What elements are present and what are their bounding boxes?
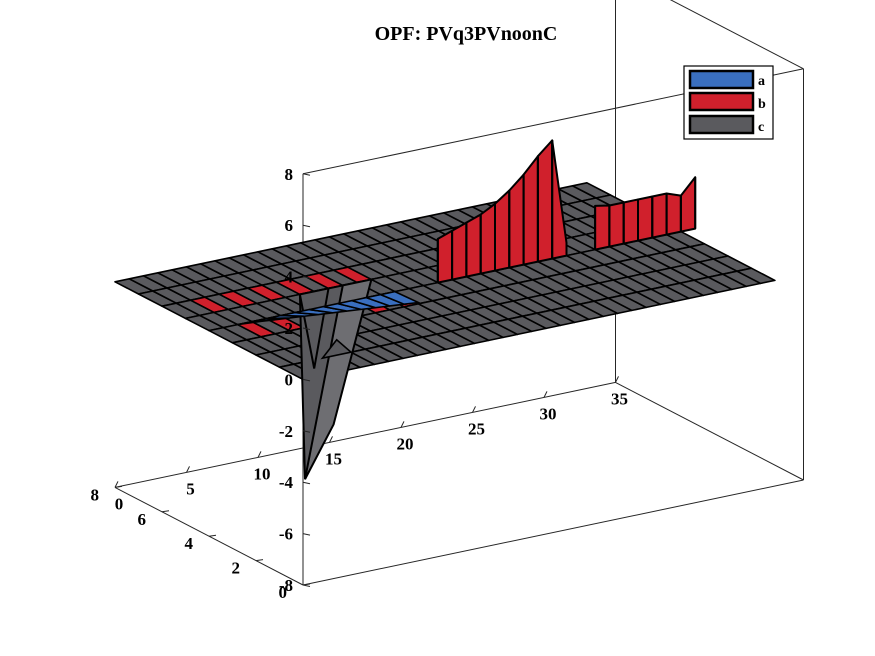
sheet-b1-panel (436, 229, 454, 284)
z-tick-mark (302, 327, 311, 330)
z-tick-mark (302, 430, 311, 433)
sheet-b1-panel (451, 221, 468, 281)
axis-edge-6 (669, 0, 804, 70)
axis-edge-4 (302, 479, 804, 586)
axis-edge-7 (615, 381, 804, 481)
z-tick-mark (302, 224, 311, 228)
y-tick-mark (302, 583, 311, 586)
x-tick-label: 10 (254, 464, 271, 483)
sheet-b2-panel (665, 192, 682, 236)
x-tick-label: 35 (611, 389, 628, 408)
z-tick-label: -6 (279, 525, 293, 544)
x-tick-mark (114, 481, 119, 488)
x-tick-mark (329, 436, 333, 443)
z-tick-label: 8 (285, 165, 294, 184)
legend-swatch-a (688, 69, 755, 90)
y-tick-label: 6 (138, 510, 147, 529)
z-tick-label: -4 (279, 473, 294, 492)
sheet-b1-panel (522, 155, 539, 266)
axis-edge-0 (114, 381, 616, 488)
sheet-b1-panel (536, 139, 554, 263)
y-tick-label: 8 (91, 485, 100, 504)
axes-frame (114, 0, 804, 586)
x-tick-label: 5 (186, 479, 195, 498)
x-tick-mark (543, 391, 548, 398)
sheet-b1-panel (508, 173, 525, 269)
legend-swatch-b (688, 91, 755, 112)
sheet-b2-panel (651, 192, 668, 239)
sheet-b1-panel (479, 202, 496, 275)
sheet-b2-panel (679, 176, 697, 233)
surface-cell (736, 267, 776, 285)
band-a-cell (377, 290, 422, 306)
chart-title: OPF: PVq3PVnoonC (375, 23, 558, 45)
z-tick-label: -8 (279, 576, 293, 595)
z-tick-mark (302, 173, 311, 176)
z-tick-mark (302, 276, 311, 279)
z-tick-mark (302, 481, 311, 485)
y-tick-mark (161, 510, 170, 513)
z-tick-label: -2 (279, 422, 293, 441)
z-tick-mark (302, 378, 311, 382)
z-tick-label: 0 (285, 370, 294, 389)
sheet-b2-panel (622, 198, 639, 245)
sheet-b1-panel (494, 189, 511, 272)
x-tick-label: 25 (468, 419, 485, 438)
x-tick-mark (186, 466, 190, 473)
x-tick-mark (257, 451, 262, 458)
sheet-b1-panel (465, 213, 482, 278)
x-tick-mark (615, 376, 619, 383)
x-tick-label: 15 (325, 449, 342, 468)
legend-label-b: b (758, 97, 766, 112)
y-tick-mark (114, 485, 123, 488)
surface-layer (114, 139, 776, 480)
y-tick-mark (208, 534, 217, 537)
y-tick-label: 4 (185, 534, 194, 553)
x-tick-mark (472, 406, 476, 413)
bump-c (320, 338, 353, 360)
x-tick-label: 0 (115, 494, 124, 513)
z-tick-mark (302, 533, 311, 536)
legend-label-c: c (758, 120, 764, 135)
legend: a b c (683, 65, 774, 140)
sheet-b2-panel (594, 204, 611, 251)
x-tick-mark (400, 421, 405, 428)
sheet-b2-panel (608, 201, 625, 248)
z-tick-label: 6 (285, 216, 294, 235)
sheet-b2-panel (637, 195, 654, 242)
y-tick-mark (255, 559, 264, 562)
x-tick-label: 30 (540, 404, 557, 423)
z-tick-label: 4 (285, 268, 294, 287)
legend-label-a: a (758, 74, 765, 89)
y-tick-label: 2 (232, 559, 241, 578)
y-tick-label: 0 (279, 583, 288, 602)
legend-swatch-c (688, 114, 755, 135)
z-tick-label: 2 (285, 319, 294, 338)
x-tick-label: 20 (397, 434, 414, 453)
